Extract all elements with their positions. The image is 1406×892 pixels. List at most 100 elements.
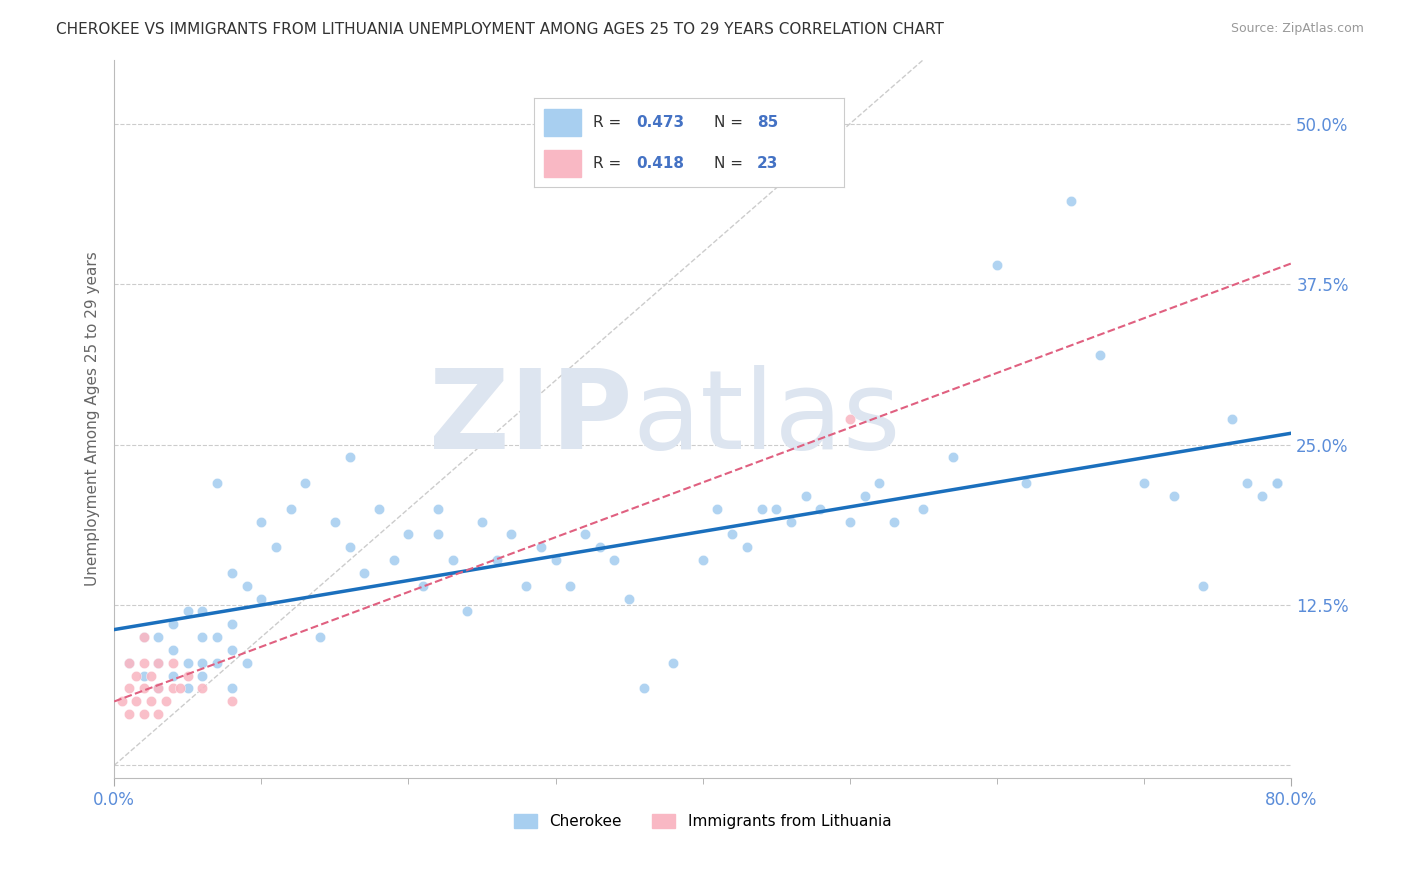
Point [221,643,243,657]
Point [721,527,744,541]
Point [398,527,420,541]
Point [191,668,214,682]
Point [485,553,508,567]
Point [633,681,655,696]
Point [221,694,243,708]
Text: N =: N = [714,156,748,170]
Point [1192,579,1215,593]
Point [177,604,200,618]
Point [619,591,641,606]
Text: N =: N = [714,115,748,129]
Point [589,540,612,554]
Point [456,604,478,618]
Point [148,681,170,696]
Legend: Cherokee, Immigrants from Lithuania: Cherokee, Immigrants from Lithuania [508,808,897,835]
Point [1133,476,1156,491]
Point [169,681,191,696]
Point [205,476,228,491]
Point [339,540,361,554]
Point [426,527,449,541]
Point [662,656,685,670]
Text: 85: 85 [756,115,779,129]
Point [426,501,449,516]
Point [148,630,170,644]
Point [1265,476,1288,491]
Point [221,566,243,580]
Y-axis label: Unemployment Among Ages 25 to 29 years: Unemployment Among Ages 25 to 29 years [86,252,100,586]
Point [118,656,141,670]
Text: 0.473: 0.473 [637,115,685,129]
Point [1222,412,1244,426]
Point [530,540,553,554]
Point [110,694,132,708]
Point [412,579,434,593]
Point [139,694,162,708]
Point [139,668,162,682]
Point [560,579,582,593]
Point [382,553,405,567]
Point [118,681,141,696]
Point [1265,476,1288,491]
Point [868,476,890,491]
Point [1236,476,1258,491]
Point [132,630,155,644]
Point [162,617,184,632]
Point [177,668,200,682]
Point [264,540,287,554]
Point [692,553,714,567]
Point [162,643,184,657]
Point [132,656,155,670]
Point [353,566,375,580]
Point [118,656,141,670]
Point [205,656,228,670]
Point [735,540,758,554]
Point [155,694,177,708]
Point [794,489,817,503]
Point [544,553,567,567]
Point [294,476,316,491]
Point [706,501,728,516]
Text: atlas: atlas [633,366,901,473]
Point [235,656,257,670]
Bar [544,150,581,177]
Point [250,591,273,606]
Text: 23: 23 [756,156,779,170]
Text: ZIP: ZIP [429,366,633,473]
Point [191,630,214,644]
Point [986,258,1008,272]
Point [339,450,361,465]
Point [191,681,214,696]
Point [148,707,170,722]
Point [177,681,200,696]
Point [191,656,214,670]
Point [125,694,148,708]
Bar [544,109,581,136]
Point [515,579,537,593]
Point [125,668,148,682]
Point [1088,348,1111,362]
Point [250,515,273,529]
Point [162,681,184,696]
Text: 0.418: 0.418 [637,156,685,170]
Point [235,579,257,593]
Point [780,515,803,529]
Point [118,707,141,722]
Point [132,668,155,682]
Point [1265,476,1288,491]
Point [148,656,170,670]
Point [1163,489,1185,503]
Text: CHEROKEE VS IMMIGRANTS FROM LITHUANIA UNEMPLOYMENT AMONG AGES 25 TO 29 YEARS COR: CHEROKEE VS IMMIGRANTS FROM LITHUANIA UN… [56,22,943,37]
Text: Source: ZipAtlas.com: Source: ZipAtlas.com [1230,22,1364,36]
Point [162,656,184,670]
Point [838,515,860,529]
Point [1251,489,1274,503]
Point [309,630,332,644]
Point [603,553,626,567]
Point [191,604,214,618]
Point [132,630,155,644]
Point [574,527,596,541]
Point [132,707,155,722]
Point [221,617,243,632]
Point [942,450,965,465]
Point [1059,194,1081,208]
